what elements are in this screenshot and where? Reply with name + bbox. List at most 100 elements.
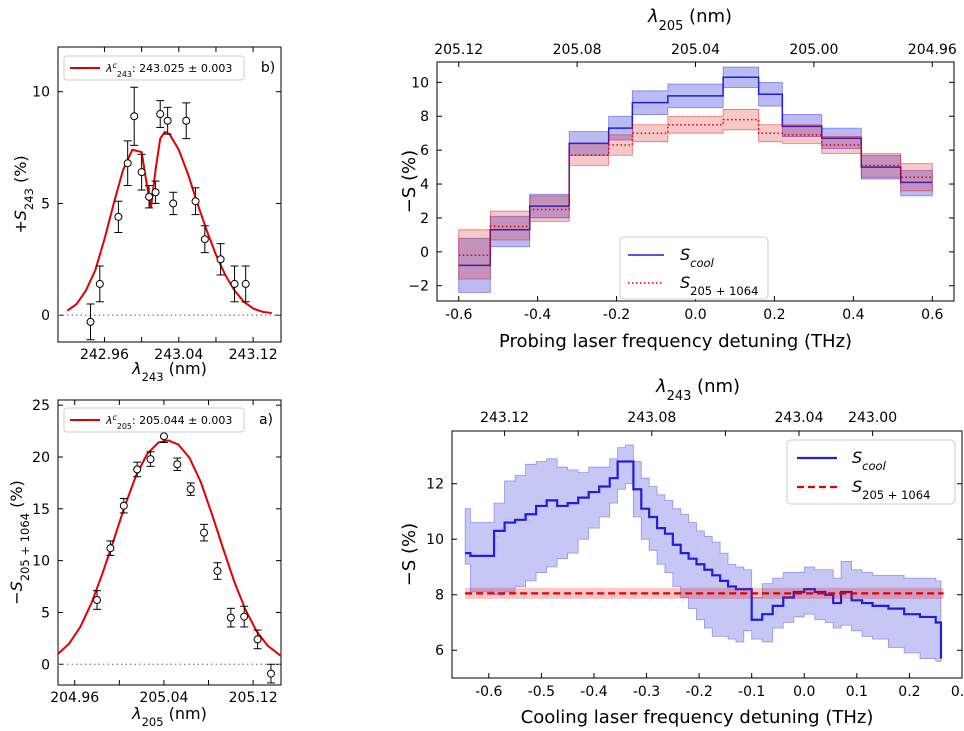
legend-label: λc243: 243.025 ± 0.003	[105, 61, 232, 79]
x-tick-label: 0.2	[898, 684, 920, 700]
top-tick-label: 243.08	[627, 410, 676, 426]
x-tick-label: -0.6	[445, 307, 472, 323]
uncertainty-band	[465, 587, 944, 599]
y-tick-label: 6	[420, 143, 429, 159]
panel-a-chart: 204.96 205.04 205.12 0 5 10 15 20 25 λc205: 205.0…	[7, 398, 282, 729]
y-tick-label: 2	[420, 211, 429, 227]
series-line	[458, 118, 933, 256]
panel-b-chart: 242.96 243.04 243.12 0 5 10 λc243: 243.025 ± 0…	[11, 46, 282, 384]
legend-box	[63, 407, 245, 433]
data-point	[266, 669, 275, 678]
x-tick-label: 204.96	[50, 690, 99, 706]
data-point	[145, 192, 154, 201]
x-tick-label: 0.4	[842, 307, 864, 323]
y-tick-label: 5	[41, 196, 50, 212]
x-tick-label: 0.3	[951, 684, 964, 700]
data-point	[130, 112, 139, 121]
series-line	[465, 460, 943, 659]
y-axis-label: −S205 + 1064 (%)	[7, 480, 32, 605]
top-tick-label: 243.00	[848, 410, 897, 426]
fit-curve	[57, 439, 282, 657]
plot-frame	[451, 430, 963, 679]
legend-label: λc205: 205.044 ± 0.003	[105, 413, 232, 431]
data-point	[123, 159, 132, 168]
y-tick-label: 5	[41, 605, 50, 621]
x-tick-label: 0.1	[846, 684, 868, 700]
data-point	[119, 501, 128, 510]
y-tick-label: 10	[32, 85, 50, 101]
top-tick-label: 205.08	[553, 42, 602, 58]
data-point	[133, 465, 142, 474]
x-axis-label: λ205 (nm)	[131, 704, 207, 729]
data-point	[240, 612, 249, 621]
cooling-detuning-chart: -0.6 -0.5 -0.4 -0.3 -0.2 -0.1 0.0 0.1 0.2 0.3 243.…	[399, 376, 964, 728]
y-tick-label: 0	[41, 657, 50, 673]
x-tick-label: 242.96	[80, 347, 129, 363]
legend-box	[63, 55, 245, 81]
x-tick-label: 205.12	[229, 690, 278, 706]
top-x-axis-label: λ243 (nm)	[655, 376, 740, 404]
data-point	[253, 635, 262, 644]
x-tick-label: 243.04	[154, 347, 203, 363]
top-tick-label: 205.00	[789, 42, 838, 58]
y-tick-label: 4	[420, 177, 429, 193]
data-point	[156, 110, 165, 119]
probing-detuning-chart: -0.6 -0.4 -0.2 0.0 0.2 0.4 0.6 205.12 205.08 205.…	[399, 6, 957, 352]
legend-label: Scool	[852, 448, 887, 473]
x-tick-label: -0.2	[685, 684, 712, 700]
data-point	[86, 317, 95, 326]
data-point	[163, 116, 172, 125]
x-tick-label: -0.4	[524, 307, 551, 323]
x-tick-label: 205.04	[139, 690, 188, 706]
data-point	[159, 432, 168, 441]
x-tick-label: -0.2	[603, 307, 630, 323]
legend-label: S205 + 1064	[852, 477, 930, 502]
data-point	[200, 528, 209, 537]
data-point	[173, 460, 182, 469]
y-tick-label: 25	[32, 398, 50, 414]
data-point	[146, 455, 155, 464]
panel-label: b)	[261, 60, 275, 76]
data-point	[186, 485, 195, 494]
y-tick-label: 0	[41, 308, 50, 324]
y-tick-label: 6	[435, 643, 444, 659]
data-point	[114, 212, 123, 221]
panel-label: a)	[259, 412, 273, 428]
x-axis-label: Probing laser frequency detuning (THz)	[499, 331, 852, 352]
x-tick-label: -0.4	[580, 684, 607, 700]
x-axis-label: λ243 (nm)	[131, 359, 207, 384]
y-tick-label: 8	[435, 588, 444, 604]
y-tick-label: 10	[32, 554, 50, 570]
data-point	[93, 596, 102, 605]
y-axis-label: +S243 (%)	[11, 155, 36, 233]
x-tick-label: -0.6	[475, 684, 502, 700]
top-tick-label: 204.96	[908, 42, 957, 58]
uncertainty-band	[458, 109, 933, 280]
y-axis-label: −S (%)	[399, 150, 420, 213]
y-tick-label: 10	[426, 532, 444, 548]
data-point	[200, 235, 209, 244]
y-tick-label: 0	[420, 245, 429, 261]
y-tick-label: 10	[411, 75, 429, 91]
data-point	[95, 279, 104, 288]
top-tick-label: 243.04	[775, 410, 824, 426]
x-tick-label: 0.6	[921, 307, 943, 323]
y-tick-label: −2	[408, 279, 429, 295]
top-tick-label: 243.12	[480, 410, 529, 426]
data-point	[151, 188, 160, 197]
x-tick-label: 243.12	[229, 347, 278, 363]
y-tick-label: 8	[420, 109, 429, 125]
fit-curve	[66, 130, 272, 314]
y-axis-label: −S (%)	[399, 523, 420, 586]
data-point	[226, 613, 235, 622]
x-tick-label: 0.0	[793, 684, 815, 700]
data-point	[230, 279, 239, 288]
x-axis-label: Cooling laser frequency detuning (THz)	[521, 707, 874, 728]
data-point	[241, 279, 250, 288]
x-tick-label: -0.1	[738, 684, 765, 700]
y-tick-label: 15	[32, 502, 50, 518]
x-tick-label: 0.2	[763, 307, 785, 323]
plot-frame	[57, 399, 282, 686]
y-tick-label: 12	[426, 477, 444, 493]
